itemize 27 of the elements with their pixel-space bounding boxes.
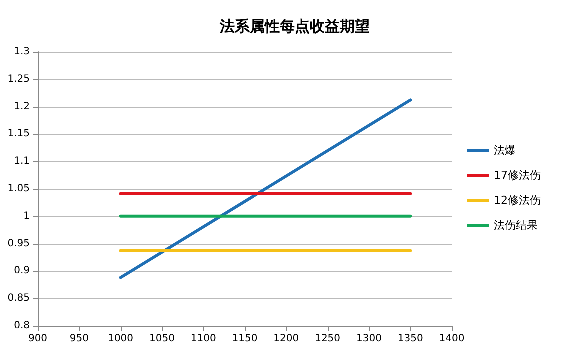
- y-tick-label: 1: [24, 210, 30, 222]
- y-tick-label: 0.8: [14, 320, 30, 332]
- legend-label: 法伤结果: [494, 219, 538, 232]
- x-tick-label: 1050: [149, 334, 175, 344]
- chart-title: 法系属性每点收益期望: [219, 18, 370, 36]
- y-tick-label: 1.2: [14, 101, 30, 112]
- x-tick-label: 1350: [398, 334, 424, 344]
- y-tick-label: 1.15: [8, 128, 30, 140]
- y-tick-label: 1.1: [14, 156, 30, 168]
- y-tick-label: 0.85: [8, 293, 30, 304]
- x-tick-label: 900: [28, 334, 48, 344]
- y-tick-label: 1.25: [8, 74, 30, 85]
- x-tick-label: 1400: [439, 334, 465, 344]
- y-tick-label: 1.05: [8, 184, 30, 194]
- x-tick-label: 1000: [108, 334, 134, 344]
- x-tick-label: 1250: [315, 334, 341, 344]
- x-tick-label: 1200: [274, 334, 300, 344]
- legend-label: 12修法伤: [494, 194, 541, 207]
- x-tick-label: 1300: [356, 334, 382, 344]
- x-tick-label: 1100: [190, 334, 216, 344]
- y-tick-label: 1.3: [14, 46, 30, 58]
- legend-label: 法爆: [494, 144, 516, 157]
- x-tick-label: 950: [70, 334, 89, 344]
- y-tick-label: 0.9: [14, 266, 30, 277]
- legend-label: 17修法伤: [494, 169, 541, 182]
- y-tick-label: 0.95: [8, 238, 30, 250]
- x-tick-label: 1150: [232, 334, 258, 344]
